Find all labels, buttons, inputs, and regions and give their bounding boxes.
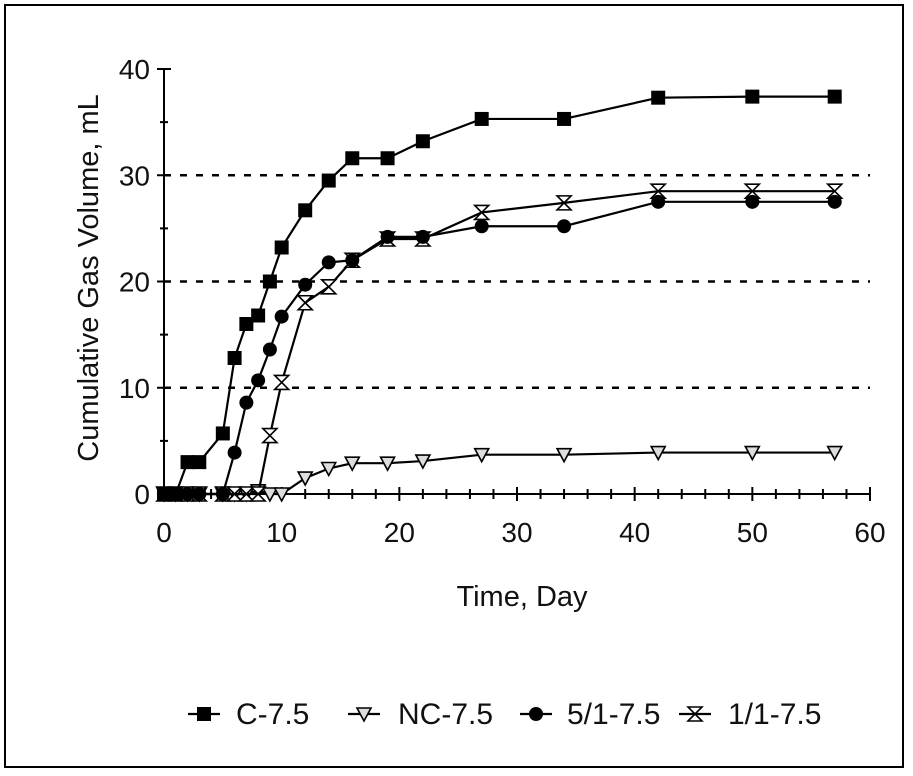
series-layer	[155, 89, 844, 503]
x-tick-label: 50	[737, 517, 768, 548]
data-point	[321, 173, 336, 188]
data-point	[474, 111, 489, 126]
data-point	[414, 454, 432, 470]
data-point	[343, 456, 361, 472]
legend-label: 5/1-7.5	[567, 698, 660, 731]
data-point	[745, 194, 760, 209]
data-point	[261, 487, 279, 503]
data-point	[651, 90, 666, 105]
data-point	[251, 373, 266, 388]
legend-marker	[529, 707, 543, 721]
legend-entry: 1/1-7.5	[679, 698, 821, 731]
legend-label: NC-7.5	[398, 698, 493, 731]
data-point	[473, 447, 491, 464]
data-point	[555, 195, 573, 211]
data-point	[239, 317, 254, 331]
x-axis-title: Time, Day	[456, 581, 588, 613]
data-point	[557, 219, 572, 234]
data-point	[260, 427, 279, 444]
x-tick-label: 30	[501, 517, 532, 548]
x-tick-label: 10	[266, 517, 297, 548]
series-5-1-7-5	[157, 194, 842, 501]
data-point	[649, 445, 667, 462]
data-point	[227, 351, 242, 365]
y-tick-label: 20	[119, 267, 150, 298]
data-point	[745, 89, 760, 104]
y-tick-label: 40	[119, 54, 150, 85]
y-tick-label: 0	[134, 479, 150, 510]
data-point	[826, 445, 844, 462]
data-point	[273, 487, 291, 503]
data-point	[157, 487, 171, 501]
legend: C-7.5 NC-7.5 5/1-7.5 1/1-7.5	[188, 698, 821, 731]
data-point	[743, 183, 762, 199]
data-point	[321, 255, 336, 270]
data-point	[274, 240, 289, 255]
legend-marker	[197, 707, 211, 721]
data-point	[827, 194, 842, 209]
data-point	[239, 395, 254, 410]
data-point	[251, 308, 266, 323]
data-point	[345, 151, 360, 166]
data-point	[743, 445, 761, 462]
legend-entry: NC-7.5	[348, 698, 493, 731]
data-point	[262, 342, 277, 357]
legend-marker	[686, 706, 704, 722]
data-point	[651, 194, 666, 209]
data-point	[180, 487, 195, 501]
data-point	[825, 183, 844, 199]
data-point	[168, 487, 183, 501]
data-point	[379, 456, 396, 472]
series-line	[164, 190, 835, 496]
data-point	[298, 277, 313, 292]
data-point	[474, 219, 489, 234]
x-tick-label: 40	[619, 517, 650, 548]
y-tick-label: 30	[119, 160, 150, 191]
data-point	[274, 309, 289, 324]
data-point	[415, 229, 430, 244]
data-point	[319, 279, 338, 295]
legend-entry: C-7.5	[188, 698, 309, 731]
data-point	[215, 426, 230, 441]
data-point	[225, 486, 244, 502]
legend-label: C-7.5	[236, 698, 309, 731]
data-point	[380, 229, 395, 244]
tick-labels: 0 10 20 30 40 0 10 20 30 40 50 60	[119, 54, 886, 548]
data-point	[827, 89, 842, 104]
data-point	[345, 253, 360, 268]
data-point	[649, 183, 668, 199]
series-line	[164, 95, 835, 496]
data-point	[298, 203, 313, 218]
x-tick-label: 0	[156, 517, 172, 548]
data-point	[555, 447, 573, 464]
data-point	[237, 486, 256, 502]
data-point	[215, 487, 230, 501]
x-tick-label: 60	[854, 517, 885, 548]
data-point	[472, 204, 491, 221]
data-point	[296, 294, 315, 311]
data-point	[320, 461, 338, 478]
y-axis-title: Cumulative Gas Volume, mL	[73, 94, 105, 461]
data-point	[180, 455, 195, 470]
legend-label: 1/1-7.5	[728, 698, 821, 731]
data-point	[296, 471, 314, 487]
data-point	[249, 486, 268, 502]
data-point	[192, 455, 207, 470]
data-point	[192, 487, 207, 501]
legend-marker	[355, 707, 373, 723]
data-point	[557, 111, 572, 126]
x-tick-label: 20	[384, 517, 415, 548]
data-point	[262, 274, 277, 289]
series-c-7-5	[157, 89, 842, 501]
data-point	[272, 374, 291, 391]
data-point	[380, 151, 395, 166]
data-point	[415, 134, 430, 149]
chart-canvas: 0 10 20 30 40 0 10 20 30 40 50 60 Time, Day Cumulat…	[73, 54, 886, 731]
legend-entry: 5/1-7.5	[520, 698, 660, 731]
y-tick-label: 10	[119, 373, 150, 404]
data-point	[227, 445, 242, 460]
chart-frame: 0 10 20 30 40 0 10 20 30 40 50 60 Time, Day Cumulat…	[4, 4, 904, 768]
